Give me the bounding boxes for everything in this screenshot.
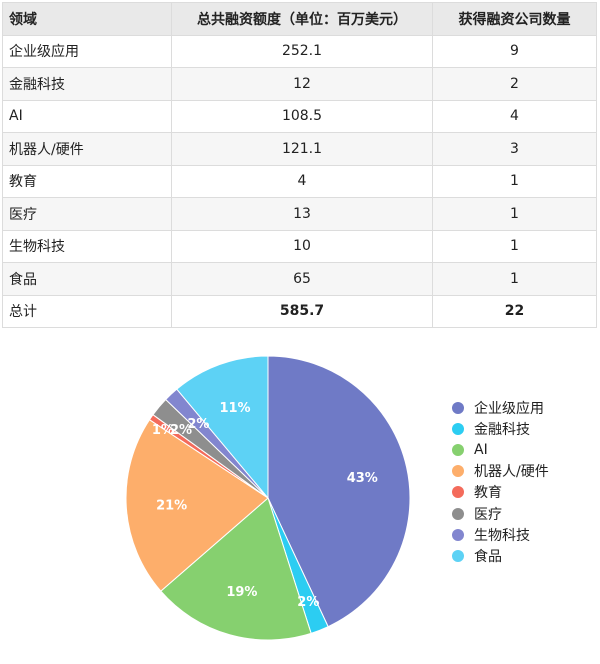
legend-swatch bbox=[452, 422, 464, 435]
row-field: 教育 bbox=[2, 164, 172, 198]
funding-pie-chart: 43%2%19%21%1%2%2%11% bbox=[125, 355, 411, 641]
pie-slice-label: 1% bbox=[152, 423, 174, 438]
legend-item: 教育 bbox=[452, 482, 549, 503]
row-field: AI bbox=[2, 99, 172, 133]
legend-item: 生物科技 bbox=[452, 524, 549, 545]
legend-label: 企业级应用 bbox=[474, 400, 544, 417]
total-count: 22 bbox=[432, 294, 597, 328]
table-row: 生物科技 10 1 bbox=[2, 229, 597, 263]
table-row: 机器人/硬件 121.1 3 bbox=[2, 132, 597, 166]
row-funding: 4 bbox=[171, 164, 433, 198]
pie-slice bbox=[125, 419, 269, 592]
legend-swatch bbox=[452, 486, 464, 499]
row-count: 9 bbox=[432, 34, 597, 68]
legend-label: 教育 bbox=[474, 485, 502, 502]
row-count: 4 bbox=[432, 99, 597, 133]
row-funding: 12 bbox=[171, 67, 433, 101]
legend-label: 生物科技 bbox=[474, 527, 530, 544]
legend-swatch bbox=[452, 465, 464, 478]
table-row: 食品 65 1 bbox=[2, 262, 597, 296]
pie-slice-label: 2% bbox=[297, 595, 319, 610]
table-row: 金融科技 12 2 bbox=[2, 67, 597, 101]
row-field: 生物科技 bbox=[2, 229, 172, 263]
legend-item: 金融科技 bbox=[452, 418, 549, 439]
header-company-count: 获得融资公司数量 bbox=[432, 2, 597, 36]
row-funding: 13 bbox=[171, 197, 433, 231]
legend-label: 金融科技 bbox=[474, 421, 530, 438]
pie-slice-label: 11% bbox=[219, 401, 250, 416]
pie-slice bbox=[267, 355, 411, 628]
row-funding: 121.1 bbox=[171, 132, 433, 166]
row-field: 医疗 bbox=[2, 197, 172, 231]
row-count: 1 bbox=[432, 164, 597, 198]
table-row: AI 108.5 4 bbox=[2, 99, 597, 133]
row-funding: 10 bbox=[171, 229, 433, 263]
row-field: 金融科技 bbox=[2, 67, 172, 101]
row-funding: 252.1 bbox=[171, 34, 433, 68]
pie-legend: 企业级应用金融科技 AI 机器人/硬件 教育医疗生物科技食品 bbox=[452, 397, 549, 567]
pie-slice-label: 2% bbox=[187, 417, 209, 432]
row-field: 食品 bbox=[2, 262, 172, 296]
row-count: 1 bbox=[432, 262, 597, 296]
pie-slice bbox=[160, 497, 312, 641]
table-header-row: 领域 总共融资额度（单位：百万美元） 获得融资公司数量 bbox=[2, 2, 597, 36]
row-funding: 108.5 bbox=[171, 99, 433, 133]
legend-swatch bbox=[452, 443, 464, 456]
pie-slice-label: 43% bbox=[347, 471, 378, 486]
total-label: 总计 bbox=[2, 294, 172, 328]
legend-item: AI bbox=[452, 439, 549, 460]
legend-swatch bbox=[452, 528, 464, 541]
legend-label: AI bbox=[474, 441, 488, 458]
row-field: 企业级应用 bbox=[2, 34, 172, 68]
row-count: 2 bbox=[432, 67, 597, 101]
legend-item: 食品 bbox=[452, 545, 549, 566]
legend-label: 机器人/硬件 bbox=[474, 464, 549, 481]
pie-slice-label: 2% bbox=[170, 423, 192, 438]
total-funding: 585.7 bbox=[171, 294, 433, 328]
table-total-row: 总计 585.7 22 bbox=[2, 294, 597, 328]
legend-label: 食品 bbox=[474, 548, 502, 565]
row-field: 机器人/硬件 bbox=[2, 132, 172, 166]
header-field: 领域 bbox=[2, 2, 172, 36]
table-row: 医疗 13 1 bbox=[2, 197, 597, 231]
row-count: 1 bbox=[432, 197, 597, 231]
table-row: 企业级应用 252.1 9 bbox=[2, 34, 597, 68]
legend-swatch bbox=[452, 401, 464, 414]
legend-item: 企业级应用 bbox=[452, 397, 549, 418]
row-count: 1 bbox=[432, 229, 597, 263]
table-row: 教育 4 1 bbox=[2, 164, 597, 198]
pie-slice bbox=[176, 355, 269, 500]
funding-table: 领域 总共融资额度（单位：百万美元） 获得融资公司数量 企业级应用 252.1 … bbox=[2, 2, 597, 328]
legend-item: 机器人/硬件 bbox=[452, 461, 549, 482]
pie-slice-label: 19% bbox=[226, 585, 257, 600]
pie-slice-label: 21% bbox=[156, 498, 187, 513]
legend-swatch bbox=[452, 507, 464, 520]
row-funding: 65 bbox=[171, 262, 433, 296]
row-count: 3 bbox=[432, 132, 597, 166]
legend-swatch bbox=[452, 549, 464, 562]
header-total-funding: 总共融资额度（单位：百万美元） bbox=[171, 2, 433, 36]
legend-item: 医疗 bbox=[452, 503, 549, 524]
legend-label: 医疗 bbox=[474, 506, 502, 523]
